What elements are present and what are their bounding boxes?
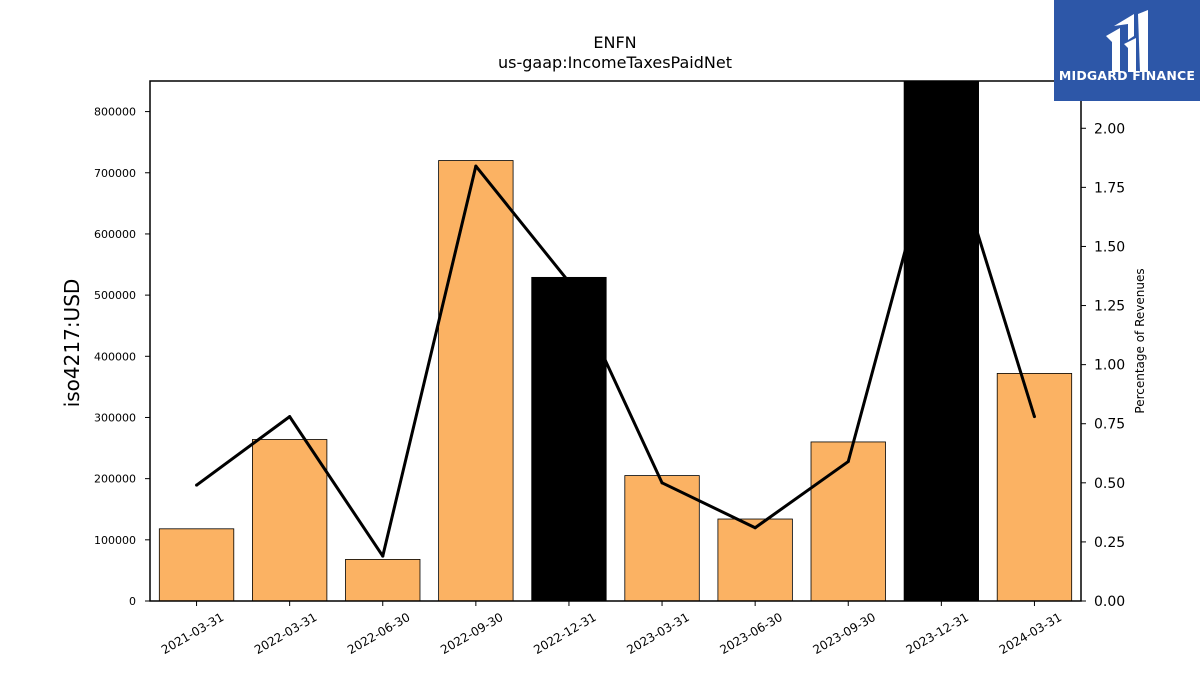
bar-2023-06-30 xyxy=(717,518,793,602)
y-tick-label: 100000 xyxy=(94,534,136,547)
percentage-line xyxy=(195,114,1036,558)
line-point-2023-12-31 xyxy=(939,114,943,118)
y-tick-label: 700000 xyxy=(94,167,136,180)
bar-2023-09-30 xyxy=(810,441,886,602)
y2-tick-label: 0.50 xyxy=(1094,476,1125,492)
y-tick-label: 800000 xyxy=(94,106,136,119)
y-tick-label: 600000 xyxy=(94,228,136,241)
x-tick-label: 2023-09-30 xyxy=(811,610,878,657)
x-tick-label: 2024-03-31 xyxy=(997,610,1064,657)
bar-2023-12-31 xyxy=(903,80,979,602)
line-point-2023-09-30 xyxy=(846,460,850,464)
x-tick-label: 2021-03-31 xyxy=(159,610,226,657)
y2-tick-label: 1.50 xyxy=(1094,239,1125,255)
logo-text: MIDGARD FINANCE xyxy=(1058,68,1196,83)
y2-axis-label: Percentage of Revenues xyxy=(1133,268,1147,413)
line-point-2022-12-31 xyxy=(567,280,571,284)
y2-tick-label: 1.25 xyxy=(1094,299,1125,315)
x-tick-label: 2022-09-30 xyxy=(438,610,505,657)
line-point-2021-03-31 xyxy=(195,483,199,487)
bar-2023-03-31 xyxy=(624,475,700,602)
chart-subtitle: us-gaap:IncomeTaxesPaidNet xyxy=(498,53,732,72)
line-point-2023-03-31 xyxy=(660,481,664,485)
plot-frame xyxy=(149,80,1082,602)
logo-mark-icon xyxy=(1106,10,1148,72)
bar-group xyxy=(158,80,1073,602)
x-tick-label: 2022-12-31 xyxy=(531,610,598,657)
x-tick-label: 2022-06-30 xyxy=(345,610,412,657)
y-tick-label: 400000 xyxy=(94,350,136,363)
y-tick-label: 200000 xyxy=(94,473,136,486)
y2-tick-label: 1.75 xyxy=(1094,180,1125,196)
midgard-finance-logo: MIDGARD FINANCE xyxy=(1054,0,1200,101)
y2-tick-label: 0.75 xyxy=(1094,417,1125,433)
y-tick-label: 500000 xyxy=(94,289,136,302)
y2-tick-label: 2.00 xyxy=(1094,121,1125,137)
y2-tick-label: 1.00 xyxy=(1094,358,1125,374)
line-point-2022-06-30 xyxy=(381,554,385,558)
x-tick-label: 2023-03-31 xyxy=(624,610,691,657)
y2-tick-label: 0.25 xyxy=(1094,535,1125,551)
line-point-2022-03-31 xyxy=(288,415,292,419)
bar-2022-09-30 xyxy=(438,160,514,602)
line-series-group xyxy=(195,114,1036,558)
line-point-2023-06-30 xyxy=(753,526,757,530)
bar-2022-12-31 xyxy=(531,276,607,602)
bar-2024-03-31 xyxy=(996,373,1073,602)
bar-2022-03-31 xyxy=(252,439,328,602)
line-point-2024-03-31 xyxy=(1032,415,1036,419)
y-tick-label: 0 xyxy=(129,595,136,608)
line-point-2022-09-30 xyxy=(474,164,478,168)
bar-2022-06-30 xyxy=(345,559,421,602)
bar-2021-03-31 xyxy=(158,528,235,602)
x-tick-label: 2023-12-31 xyxy=(904,610,971,657)
y-axis-label: iso4217:USD xyxy=(60,279,84,408)
y-tick-label: 300000 xyxy=(94,411,136,424)
y2-tick-label: 0.00 xyxy=(1094,594,1125,610)
x-tick-label: 2022-03-31 xyxy=(252,610,319,657)
chart-title: ENFN xyxy=(593,33,636,52)
x-tick-label: 2023-06-30 xyxy=(717,610,784,657)
